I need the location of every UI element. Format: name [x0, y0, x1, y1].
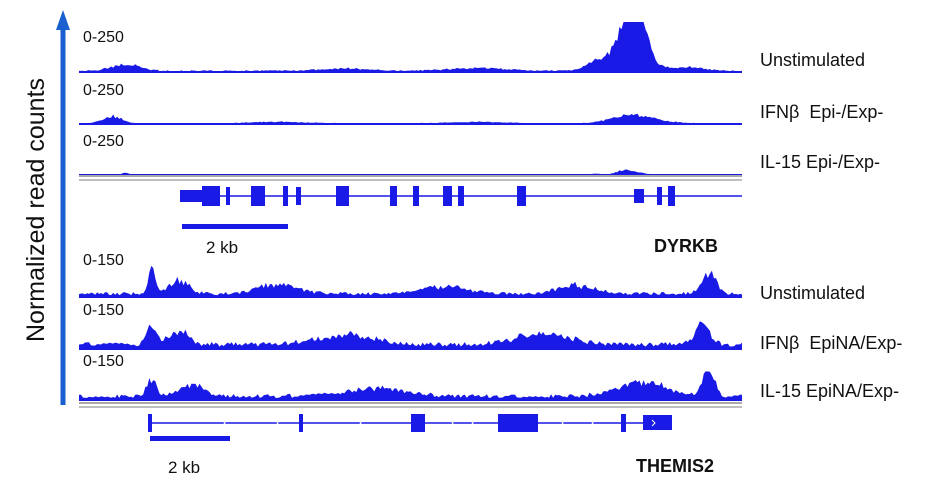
track-themis2-unstimulated	[79, 265, 742, 298]
gene-name-themis2: THEMIS2	[636, 456, 714, 476]
sample-label-themis2-2: IFNβ EpiNA/Exp-	[760, 333, 902, 353]
range-label-themis2-3: 0-150	[83, 353, 124, 370]
sample-label-dyrkb-1: Unstimulated	[760, 50, 865, 70]
sample-label-dyrkb-3: IL-15 Epi-/Exp-	[760, 152, 880, 172]
range-label-themis2-2: 0-150	[83, 302, 124, 319]
coverage-area	[79, 113, 742, 124]
sample-label-dyrkb-2: IFNβ Epi-/Exp-	[760, 102, 883, 122]
range-label-themis2-1: 0-150	[83, 252, 124, 269]
range-label-dyrkb-2: 0-250	[83, 82, 124, 99]
sample-label-themis2-1: Unstimulated	[760, 283, 865, 303]
range-label-dyrkb-1: 0-250	[83, 29, 124, 46]
track-dyrkb-il15	[79, 169, 742, 176]
track-themis2-il15	[79, 371, 742, 401]
coverage-area	[79, 321, 742, 349]
track-dyrkb-unstimulated	[79, 22, 742, 73]
scale-label-themis2: 2 kb	[168, 458, 200, 477]
gene-model-dyrkb	[180, 186, 742, 206]
sample-label-themis2-3: IL-15 EpiNA/Exp-	[760, 381, 899, 401]
scale-bar-themis2	[150, 436, 230, 441]
range-label-dyrkb-3: 0-250	[83, 133, 124, 150]
gene-model-themis2	[148, 414, 672, 432]
coverage-area	[79, 22, 742, 72]
coverage-area	[79, 265, 742, 297]
scale-label-dyrkb: 2 kb	[206, 238, 238, 257]
y-axis-label: Normalized read counts	[22, 78, 50, 342]
track-themis2-ifnb	[79, 321, 742, 350]
coverage-area	[79, 371, 742, 400]
track-dyrkb-ifnb	[79, 113, 742, 125]
y-axis-arrowhead	[56, 10, 70, 30]
scale-bar-dyrkb	[182, 224, 288, 229]
gene-name-dyrkb: DYRKB	[654, 236, 718, 256]
